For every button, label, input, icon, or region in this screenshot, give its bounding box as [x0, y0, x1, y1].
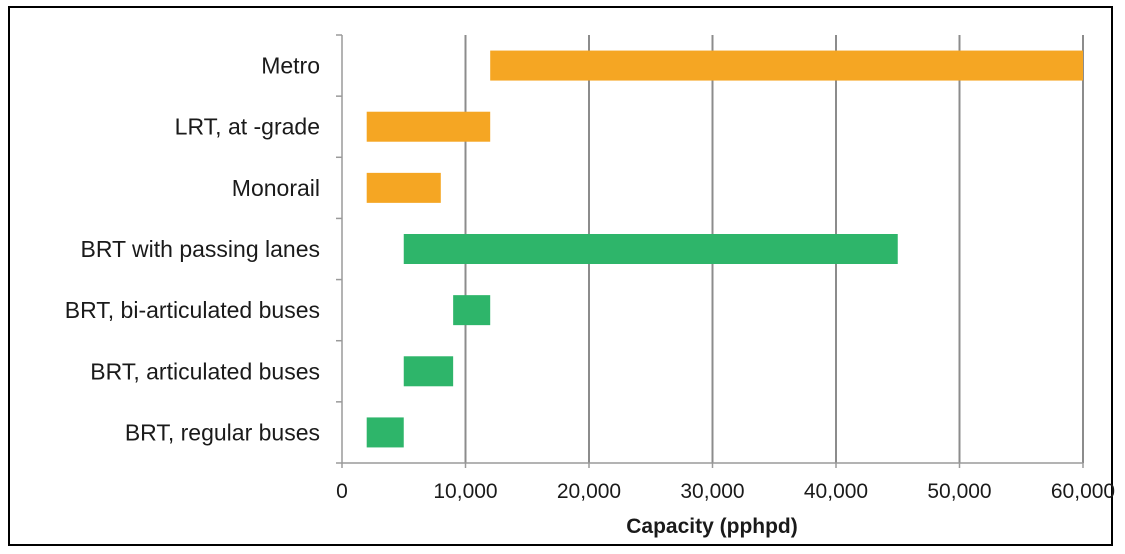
y-category-label: Metro: [261, 53, 320, 79]
y-category-label: BRT with passing lanes: [80, 236, 320, 262]
x-tick-label: 50,000: [927, 480, 991, 503]
y-category-label: LRT, at -grade: [175, 114, 320, 140]
y-category-label: BRT, articulated buses: [90, 358, 320, 384]
x-tick-label: 20,000: [557, 480, 621, 503]
y-category-label: BRT, bi-articulated buses: [65, 297, 320, 323]
x-tick-label: 60,000: [1051, 480, 1115, 503]
chart-frame: [8, 6, 1113, 546]
x-tick-label: 0: [336, 480, 348, 503]
x-tick-label: 10,000: [433, 480, 497, 503]
bar-brt-with-passing-lanes: [403, 234, 898, 264]
x-axis-title: Capacity (pphpd): [626, 515, 798, 538]
bar-monorail: [366, 172, 441, 203]
bar-metro: [490, 50, 1083, 81]
y-category-label: Monorail: [232, 175, 320, 201]
x-tick-label: 40,000: [804, 480, 868, 503]
bar-brt-regular-buses: [366, 417, 404, 448]
bar-layer: [366, 50, 1083, 448]
label-layer: 0 10,000 20,000 30,000 40,000 50,000 60,000 Met…: [65, 53, 1115, 503]
bar-brt-bi-articulated-buses: [453, 295, 491, 326]
bar-brt-articulated-buses: [403, 356, 454, 387]
axis-layer: [336, 34, 1084, 468]
bar-lrt-at-grade: [366, 111, 491, 142]
grid-layer: [464, 35, 1084, 463]
y-category-label: BRT, regular buses: [125, 419, 320, 445]
x-tick-label: 30,000: [680, 480, 744, 503]
